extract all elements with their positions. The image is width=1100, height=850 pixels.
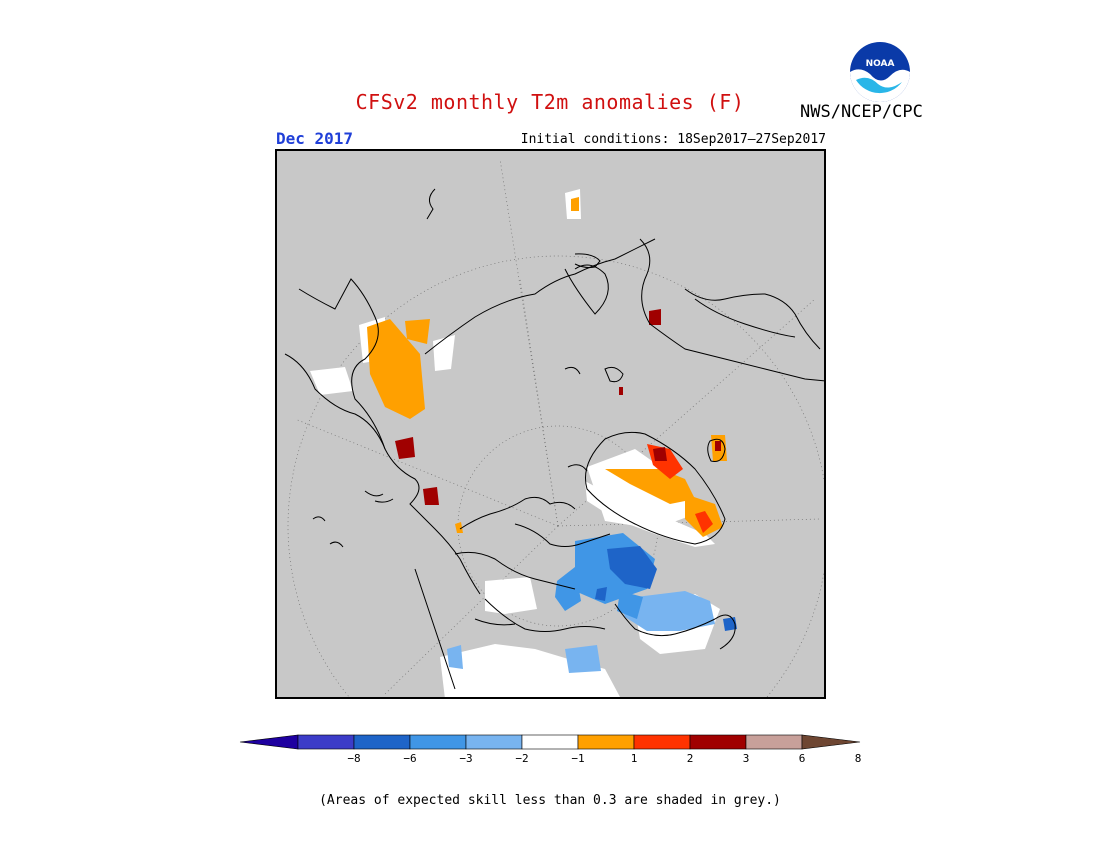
colorbar-tick-label: −1: [571, 752, 584, 765]
colorbar-swatch: [689, 734, 747, 750]
map-background: [275, 149, 826, 699]
agency-label: NWS/NCEP/CPC: [800, 102, 923, 122]
coastlines: [284, 188, 826, 690]
colorbar-arrow-low: [239, 734, 299, 750]
initial-conditions: Initial conditions: 18Sep2017–27Sep2017: [520, 132, 826, 147]
colorbar-swatch: [633, 734, 691, 750]
colorbar-swatch: [577, 734, 635, 750]
colorbar-swatch: [465, 734, 523, 750]
map-frame: [275, 149, 826, 699]
colorbar-tick-label: −2: [515, 752, 528, 765]
skill-note: (Areas of expected skill less than 0.3 a…: [319, 793, 781, 808]
colorbar-tick-label: 3: [743, 752, 750, 765]
noaa-logo: NOAA: [850, 42, 910, 102]
colorbar-swatch: [353, 734, 411, 750]
cool-regions: [447, 533, 737, 673]
colorbar-swatch: [745, 734, 803, 750]
colorbar-swatch: [297, 734, 355, 750]
colorbar: −8 −6 −3 −2 −1 1 2 3 6 8: [239, 734, 862, 765]
polar-anomaly-map: [275, 149, 826, 699]
colorbar-tick-label: 8: [855, 752, 862, 765]
colorbar-tick-label: 6: [799, 752, 806, 765]
warm-regions: [367, 197, 727, 537]
colorbar-tick-label: 2: [687, 752, 694, 765]
colorbar-tick-label: −3: [459, 752, 472, 765]
map-title: CFSv2 monthly T2m anomalies (F): [355, 90, 745, 114]
logo-text: NOAA: [866, 59, 895, 69]
colorbar-swatch: [409, 734, 467, 750]
colorbar-tick-label: −6: [403, 752, 416, 765]
colorbar-arrow-high: [801, 734, 861, 750]
colorbar-tick-label: −8: [347, 752, 360, 765]
colorbar-swatch: [521, 734, 579, 750]
forecast-month: Dec 2017: [276, 129, 354, 148]
colorbar-tick-label: 1: [631, 752, 638, 765]
map-content: [284, 158, 826, 699]
